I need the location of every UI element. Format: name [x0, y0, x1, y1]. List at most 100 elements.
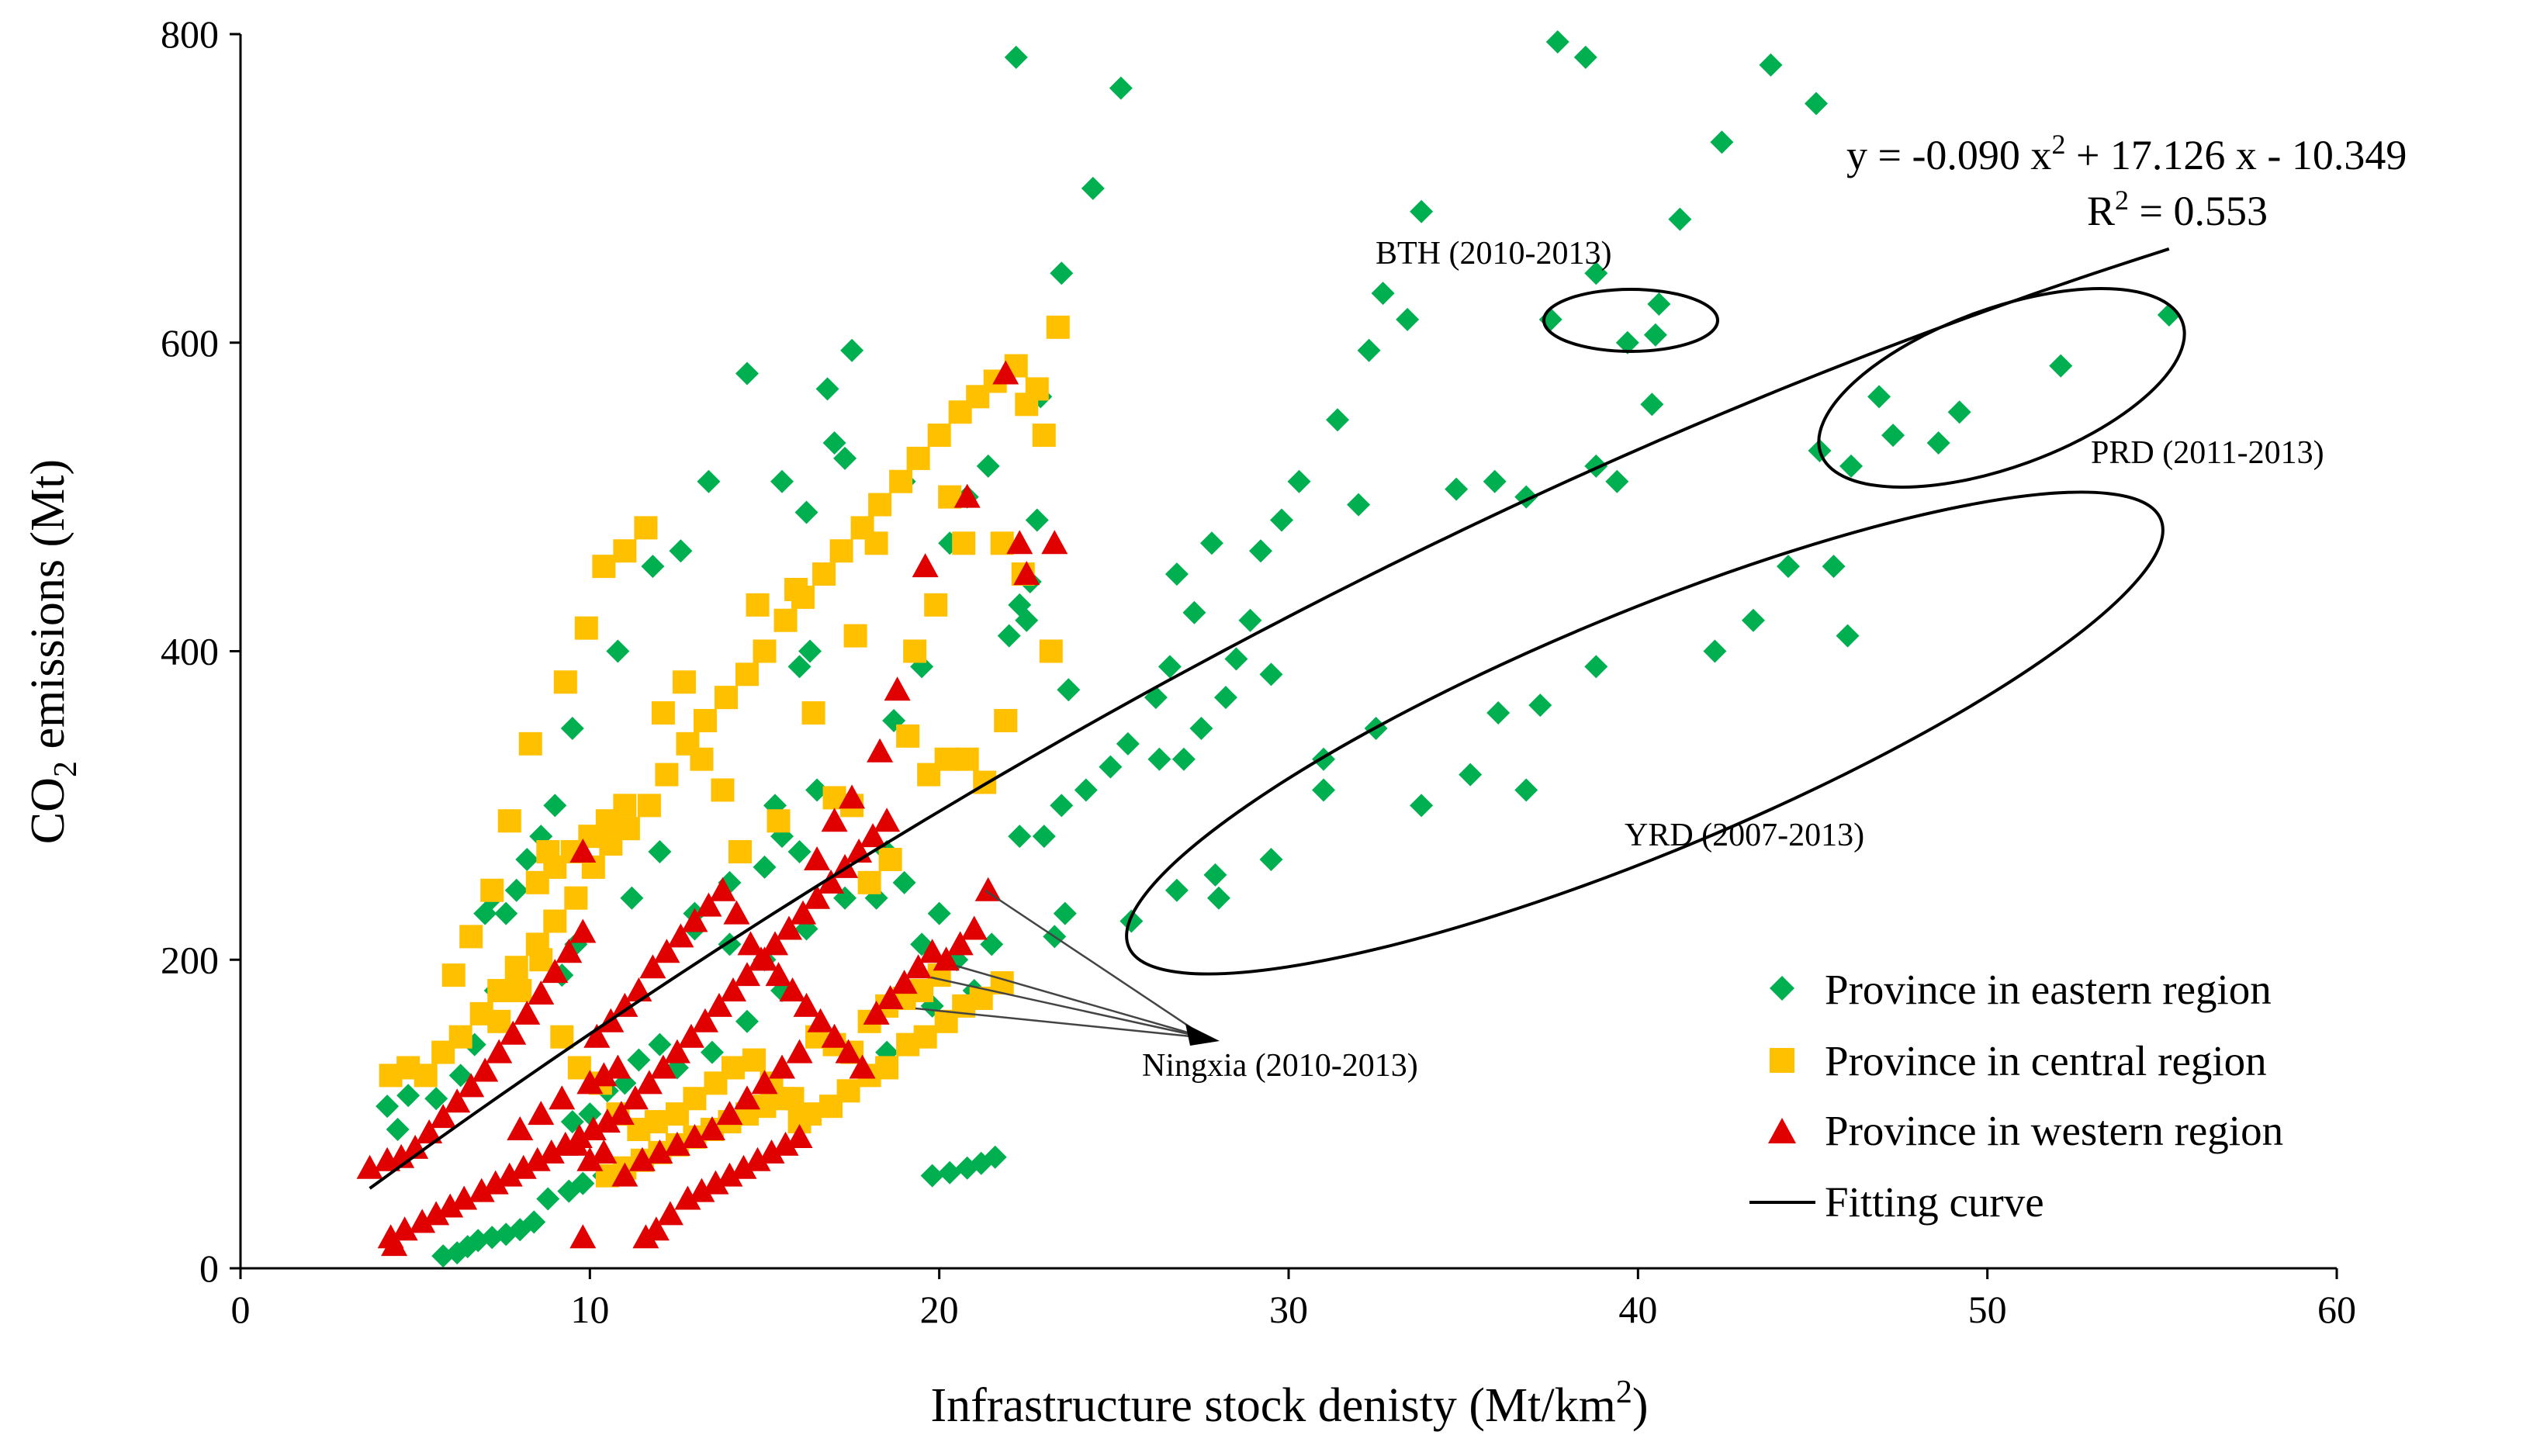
- point-region-region: [786, 1039, 813, 1063]
- point-region-region: [860, 823, 887, 848]
- point-region-region: [786, 1123, 813, 1148]
- fit-r-squared: R2 = 0.553: [2087, 185, 2268, 234]
- point-region-region: [1605, 469, 1629, 493]
- point-region-region: [648, 840, 672, 864]
- point-region-region: [896, 724, 920, 748]
- point-region-region: [628, 1146, 656, 1171]
- point-region-region: [391, 1216, 418, 1241]
- legend-label-fit: Fitting curve: [1825, 1178, 2044, 1226]
- point-region-region: [1703, 639, 1727, 663]
- fit-equation: y = -0.090 x2 + 17.126 x - 10.349: [1846, 129, 2407, 178]
- y-tick-label: 800: [161, 12, 219, 56]
- point-region-region: [919, 939, 946, 963]
- point-region-region: [560, 716, 584, 740]
- point-region-region: [611, 1162, 638, 1187]
- legend-label-western: Province in western region: [1825, 1107, 2283, 1154]
- point-region-region: [1668, 207, 1692, 231]
- point-region-region: [409, 1209, 436, 1233]
- x-tick-label: 10: [570, 1288, 609, 1331]
- x-tick-label: 60: [2317, 1288, 2356, 1331]
- point-region-region: [480, 878, 504, 902]
- prd-ellipse: [1817, 287, 2186, 489]
- point-region-region: [472, 1057, 499, 1082]
- point-region-region: [482, 1170, 509, 1195]
- point-region-region: [697, 469, 721, 493]
- point-region-region: [784, 577, 808, 601]
- point-region-region: [1224, 647, 1248, 671]
- point-region-region: [801, 701, 825, 725]
- point-region-region: [672, 670, 696, 694]
- point-region-region: [772, 1131, 799, 1156]
- legend: Province in eastern region Province in c…: [1749, 966, 2283, 1226]
- point-region-region: [822, 431, 846, 455]
- point-region-region: [829, 539, 853, 563]
- point-region-region: [569, 1224, 597, 1249]
- point-region-region: [1025, 508, 1049, 532]
- point-region-region: [550, 1025, 574, 1049]
- legend-label-central: Province in central region: [1825, 1037, 2267, 1084]
- point-region-region: [430, 1104, 457, 1129]
- point-region-region: [646, 1139, 673, 1164]
- point-region-region: [1371, 282, 1395, 306]
- point-region-region: [773, 608, 798, 632]
- point-region-region: [1144, 686, 1168, 710]
- point-region-region: [641, 555, 665, 579]
- point-region-region: [765, 962, 792, 987]
- point-region-region: [1259, 662, 1283, 686]
- point-region-region: [1483, 469, 1507, 493]
- point-region-region: [833, 446, 857, 470]
- annotation-bth: BTH (2010-2013): [1376, 236, 1611, 271]
- point-region-region: [1822, 555, 1846, 579]
- point-region-region: [695, 892, 722, 917]
- point-region-region: [884, 676, 911, 701]
- point-region-region: [751, 1070, 778, 1095]
- point-region-region: [804, 884, 831, 909]
- point-region-region: [1046, 315, 1070, 339]
- point-region-region: [793, 992, 820, 1017]
- point-region-region: [952, 531, 976, 555]
- point-region-region: [562, 1131, 590, 1156]
- point-region-region: [669, 539, 693, 563]
- point-region-region: [571, 1171, 595, 1195]
- point-region-region: [386, 1118, 410, 1142]
- point-region-region: [779, 977, 806, 1002]
- point-region-region: [787, 655, 812, 679]
- point-region-region: [874, 808, 901, 832]
- point-region-region: [423, 1201, 450, 1226]
- point-region-region: [878, 847, 902, 871]
- point-region-region: [580, 1116, 607, 1141]
- point-region-region: [960, 915, 988, 940]
- x-tick-label: 50: [1968, 1288, 2007, 1331]
- point-region-region: [693, 708, 717, 732]
- point-region-region: [891, 970, 918, 994]
- point-region-region: [976, 454, 1000, 478]
- point-region-region: [733, 1085, 760, 1110]
- point-region-region: [927, 424, 951, 448]
- point-region-region: [1573, 45, 1597, 69]
- point-region-region: [815, 377, 839, 401]
- point-region-region: [613, 539, 637, 563]
- point-region-region: [769, 1054, 796, 1079]
- point-region-region: [721, 1056, 745, 1080]
- point-region-region: [356, 1154, 383, 1179]
- point-region-region: [611, 992, 638, 1017]
- point-region-region: [1839, 454, 1864, 478]
- point-region-region: [458, 1073, 485, 1098]
- point-region-region: [1584, 261, 1608, 285]
- point-region-region: [737, 931, 764, 956]
- point-region-region: [776, 915, 803, 940]
- point-region-region: [1836, 624, 1860, 648]
- point-region-region: [1326, 408, 1350, 432]
- point-region-region: [875, 1056, 899, 1080]
- point-region-region: [787, 840, 812, 864]
- point-region-region: [444, 1088, 471, 1113]
- point-region-region: [634, 516, 658, 540]
- point-region-region: [843, 624, 867, 648]
- x-tick-label: 20: [920, 1288, 959, 1331]
- point-region-region: [1199, 531, 1223, 555]
- point-region-region: [798, 639, 822, 663]
- y-axis-title: CO2 emissions (Mt): [22, 459, 84, 844]
- point-region-region: [934, 747, 958, 771]
- point-region-region: [1203, 863, 1227, 887]
- point-region-region: [794, 500, 818, 524]
